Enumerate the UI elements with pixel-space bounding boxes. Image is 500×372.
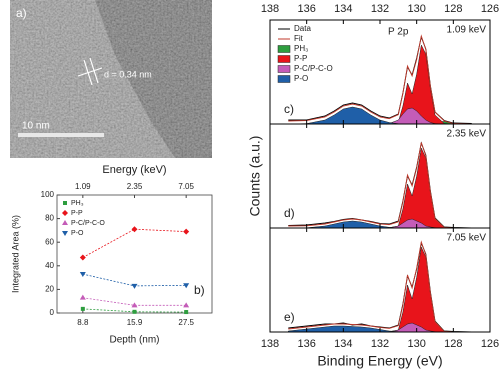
legend-label: P-P [294, 54, 307, 63]
marker [183, 228, 190, 235]
marker [183, 302, 190, 308]
component-area [288, 147, 472, 229]
y-tick-label: 60 [45, 237, 54, 246]
micrograph: a) d = 0.34 nm 10 nm [10, 0, 212, 158]
panel-label: d) [284, 206, 295, 220]
x-tick-label: 15.9 [127, 318, 143, 327]
peak-label: P 2p [388, 27, 409, 38]
top-tick-label: 138 [261, 3, 279, 15]
spacing-label: d = 0.34 nm [104, 69, 152, 79]
x-tick-label: 27.5 [178, 318, 194, 327]
spectrum-line [288, 34, 472, 125]
marker [62, 231, 68, 236]
top-tick-label: 7.05 [178, 182, 194, 191]
scale-label: 10 nm [22, 121, 50, 132]
x-tick-label: 132 [371, 338, 389, 350]
marker [62, 210, 68, 216]
top-axis-label: Energy (keV) [102, 164, 166, 176]
marker [131, 302, 138, 308]
energy-label: 2.35 keV [447, 129, 487, 140]
spectrum-line [288, 35, 472, 124]
top-tick-label: 130 [407, 3, 425, 15]
spectrum-line [288, 141, 472, 229]
y-axis-label: Counts (a.u.) [247, 136, 263, 217]
top-tick-label: 134 [334, 3, 352, 15]
spacing-arrow [77, 67, 103, 77]
top-tick-label: 1.09 [75, 182, 91, 191]
top-tick-label: 132 [371, 3, 389, 15]
top-tick-label: 2.35 [127, 182, 143, 191]
panel-label: c) [284, 102, 294, 116]
panel-label: e) [284, 310, 295, 324]
marker [131, 226, 138, 233]
legend-label: Fit [294, 34, 304, 43]
y-tick-label: 40 [45, 261, 54, 270]
y-axis-label: Integrated Area (%) [10, 215, 20, 293]
legend-label: P-P [71, 210, 83, 217]
x-tick-label: 128 [444, 338, 462, 350]
legend-label: P-C/P-C-O [294, 64, 333, 73]
legend-label: P-O [71, 230, 84, 237]
x-tick-label: 138 [261, 338, 279, 350]
marker [131, 283, 138, 289]
spectrum-line [288, 240, 472, 333]
marker [80, 306, 85, 311]
x-tick-label: 8.8 [77, 318, 89, 327]
series-line [82, 228, 187, 258]
energy-label: 7.05 keV [447, 233, 487, 244]
x-axis-label: Depth (nm) [109, 335, 159, 346]
top-tick-label: 126 [481, 3, 499, 15]
x-tick-label: 136 [297, 338, 315, 350]
component-area [288, 246, 472, 333]
legend-label: PH₃ [294, 44, 308, 53]
x-tick-label: 130 [407, 338, 425, 350]
y-tick-label: 0 [50, 308, 55, 317]
energy-label: 1.09 keV [447, 25, 487, 36]
marker [183, 283, 190, 289]
x-tick-label: 134 [334, 338, 352, 350]
legend-swatch [277, 75, 291, 83]
legend-label: PH₃ [71, 200, 84, 207]
top-tick-label: 136 [297, 3, 315, 15]
y-tick-label: 20 [45, 285, 54, 294]
marker [79, 254, 86, 261]
x-axis-label: Binding Energy (eV) [317, 353, 442, 369]
marker [79, 272, 86, 278]
spectrum-line [288, 241, 472, 333]
spectrum-line [288, 142, 472, 229]
y-tick-label: 80 [45, 214, 54, 223]
marker [79, 294, 86, 300]
marker [62, 220, 68, 225]
legend-label: Data [294, 24, 311, 33]
panel-label: a) [16, 6, 27, 20]
legend-label: P-O [294, 74, 308, 83]
top-tick-label: 128 [444, 3, 462, 15]
x-tick-label: 126 [481, 338, 499, 350]
legend-swatch [277, 55, 291, 63]
grain [10, 0, 212, 158]
marker [184, 310, 189, 315]
legend-swatch [277, 65, 291, 73]
scale-bar [18, 133, 104, 137]
legend-swatch [277, 45, 291, 53]
marker [63, 201, 67, 205]
panel-label: b) [194, 283, 205, 297]
component-area [288, 44, 472, 125]
y-tick-label: 100 [41, 190, 55, 199]
marker [132, 309, 137, 314]
legend-label: P-C/P-C-O [71, 220, 105, 227]
